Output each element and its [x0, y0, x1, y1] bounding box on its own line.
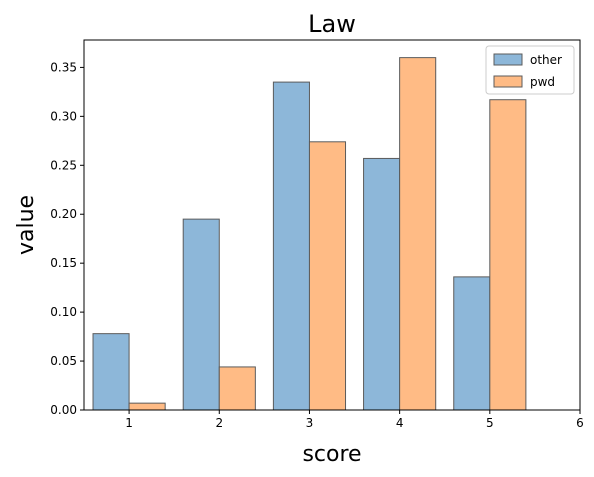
legend-label-other: other — [530, 53, 562, 67]
x-axis-label: score — [302, 442, 361, 467]
x-tick-label: 1 — [125, 416, 133, 430]
x-tick-label: 6 — [576, 416, 584, 430]
chart-title: Law — [308, 10, 356, 38]
plot-area — [83, 39, 581, 411]
bar-pwd-2 — [218, 366, 256, 411]
y-tick-label: 0.35 — [50, 60, 77, 74]
x-tick-label: 3 — [306, 416, 314, 430]
y-tick-label: 0.00 — [50, 403, 77, 417]
y-axis-label: value — [14, 195, 39, 255]
x-tick-label: 2 — [215, 416, 223, 430]
bar-pwd-5 — [489, 99, 527, 411]
y-tick-label: 0.20 — [50, 207, 77, 221]
legend: other pwd — [485, 45, 575, 95]
bar-pwd-3 — [308, 141, 347, 411]
bar-other-3 — [272, 81, 310, 411]
y-tick-label: 0.05 — [50, 354, 77, 368]
bar-pwd-4 — [399, 57, 437, 411]
bar-other-5 — [453, 276, 491, 411]
y-tick-label: 0.10 — [50, 305, 77, 319]
y-tick-label: 0.30 — [50, 109, 77, 123]
legend-swatch-pwd — [493, 75, 523, 88]
bar-pwd-1 — [128, 402, 166, 411]
legend-swatch-other — [493, 53, 523, 66]
bar-other-1 — [92, 333, 130, 411]
bars-group — [92, 57, 527, 411]
bar-other-2 — [182, 218, 220, 411]
x-tick-label: 5 — [486, 416, 494, 430]
x-axis: 1 2 3 4 5 6 — [125, 410, 584, 430]
x-tick-label: 4 — [396, 416, 404, 430]
y-tick-label: 0.15 — [50, 256, 77, 270]
bar-other-4 — [363, 157, 401, 411]
legend-label-pwd: pwd — [530, 75, 555, 89]
y-axis: 0.00 0.05 0.10 0.15 0.20 0.25 0.30 0.35 — [50, 60, 84, 417]
y-tick-label: 0.25 — [50, 158, 77, 172]
